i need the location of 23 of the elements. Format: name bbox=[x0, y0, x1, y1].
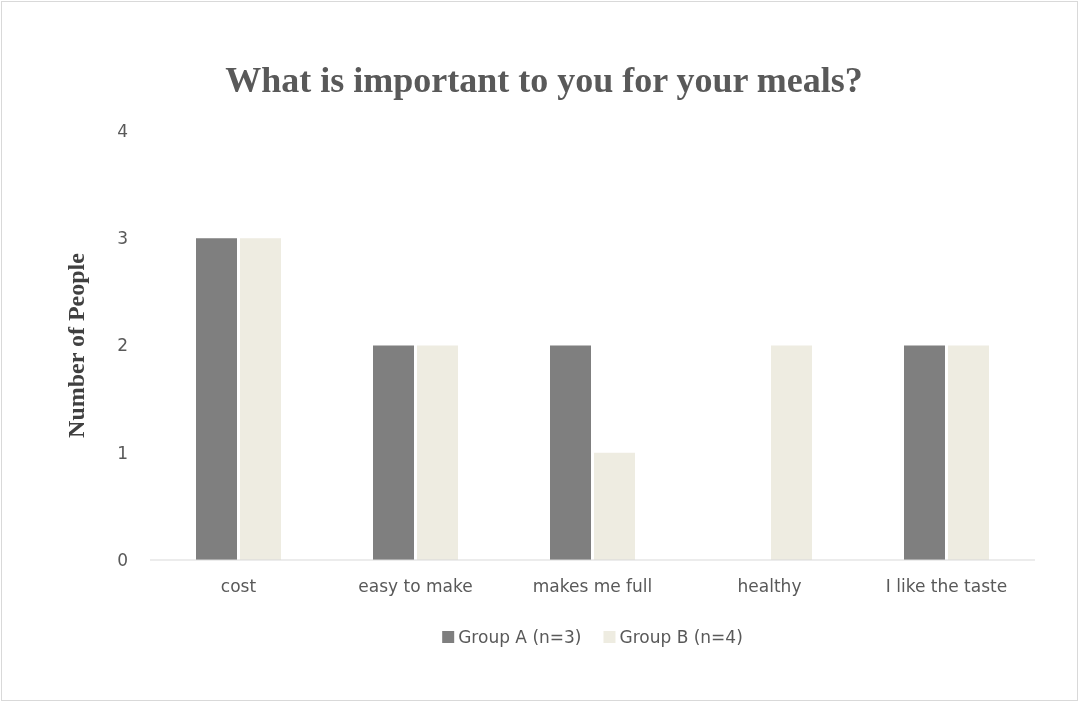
y-tick-label: 3 bbox=[117, 228, 128, 249]
bar bbox=[196, 238, 237, 560]
bar bbox=[417, 345, 458, 560]
bar bbox=[240, 238, 281, 560]
legend-label: Group A (n=3) bbox=[458, 627, 582, 647]
legend-label: Group B (n=4) bbox=[619, 627, 743, 647]
bar bbox=[373, 345, 414, 560]
x-tick-label: healthy bbox=[737, 576, 802, 597]
bar bbox=[771, 345, 812, 560]
y-axis-title: Number of People bbox=[63, 252, 89, 438]
chart-title: What is important to you for your meals? bbox=[225, 60, 863, 100]
bar bbox=[948, 345, 989, 560]
y-tick-label: 4 bbox=[117, 120, 128, 141]
y-tick-label: 1 bbox=[117, 442, 128, 463]
bar bbox=[904, 345, 945, 560]
x-tick-label: I like the taste bbox=[885, 576, 1008, 597]
x-tick-label: easy to make bbox=[358, 576, 473, 597]
y-tick-label: 2 bbox=[117, 335, 128, 356]
bar bbox=[594, 452, 635, 560]
x-tick-label: cost bbox=[220, 576, 257, 597]
y-tick-label: 0 bbox=[117, 549, 128, 570]
x-tick-label: makes me full bbox=[532, 576, 653, 597]
bar bbox=[550, 345, 591, 560]
